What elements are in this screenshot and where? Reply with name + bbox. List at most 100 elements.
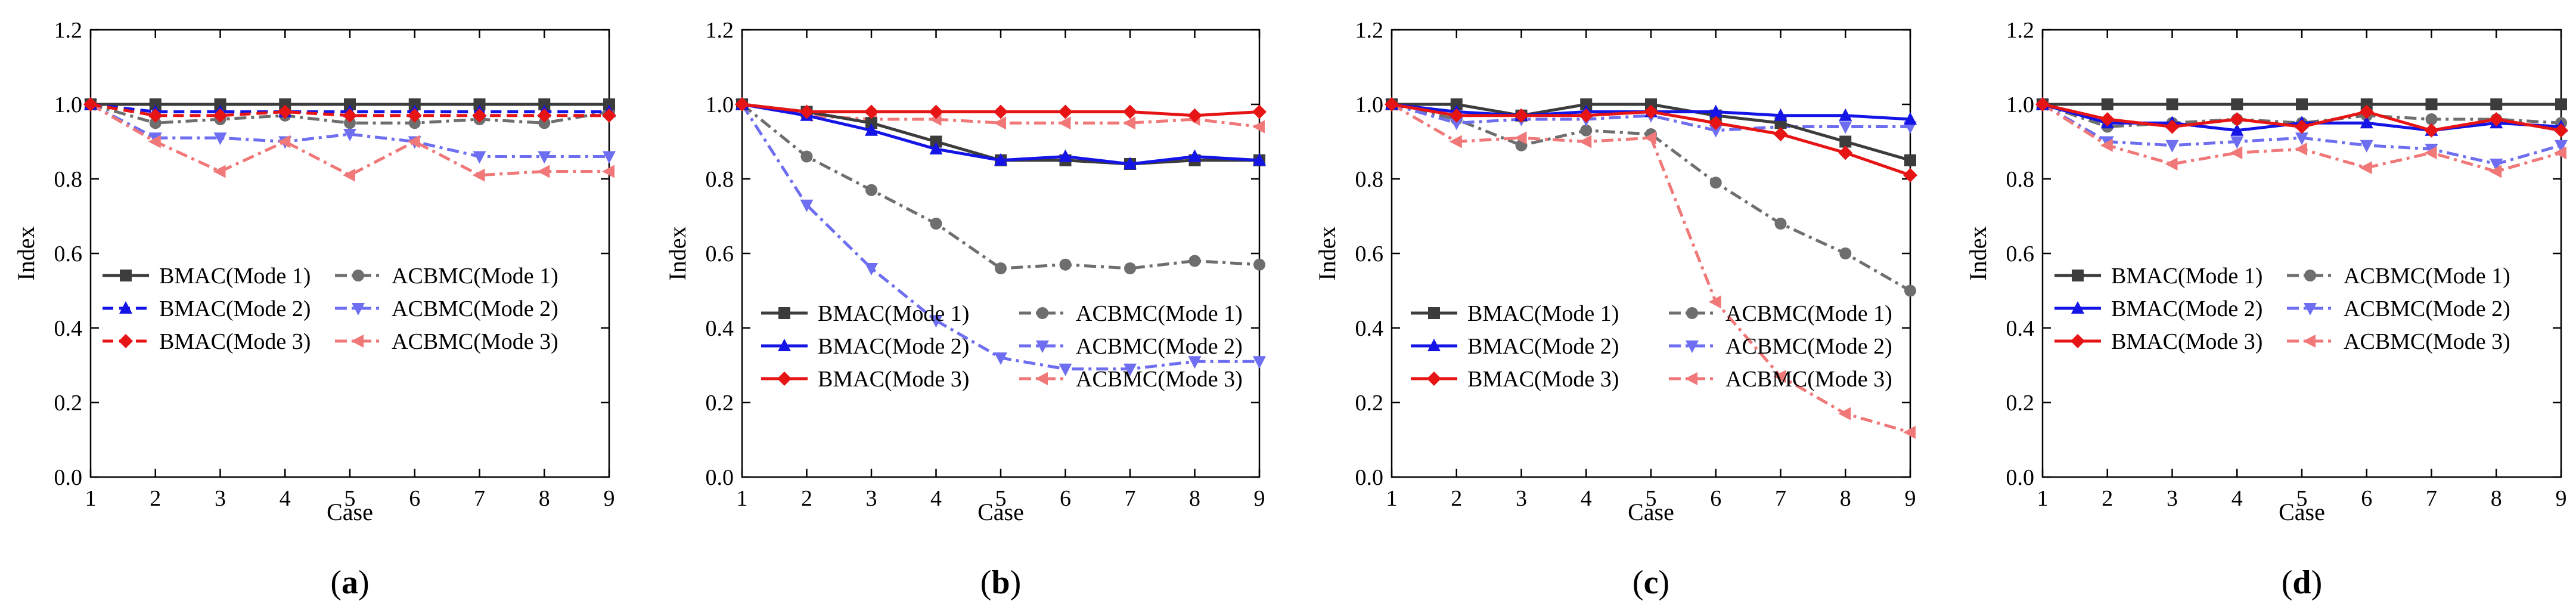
legend-label: ACBMC(Mode 2) <box>1076 334 1243 359</box>
legend-swatch-marker <box>2071 334 2085 348</box>
y-tick-label: 0.4 <box>1355 316 1384 341</box>
legend-swatch-marker <box>1428 307 1440 319</box>
legend-item: BMAC(Mode 2) <box>761 334 969 359</box>
data-point <box>1058 116 1071 130</box>
data-point <box>1123 157 1137 169</box>
legend-item: ACBMC(Mode 1) <box>1019 301 1243 326</box>
x-tick-label: 8 <box>1840 486 1851 511</box>
legend-swatch-marker <box>1686 340 1699 353</box>
series-line <box>740 103 1259 371</box>
x-axis-title: Case <box>977 499 1024 525</box>
legend-label: BMAC(Mode 3) <box>1467 367 1619 392</box>
data-point <box>1904 154 1916 166</box>
y-tick-label: 0.6 <box>54 242 83 267</box>
data-point <box>1904 112 1917 125</box>
data-point <box>1450 98 1463 110</box>
y-tick-label: 0.8 <box>706 167 734 192</box>
y-tick-label: 0.0 <box>54 465 83 490</box>
data-point <box>149 98 162 110</box>
legend-item: BMAC(Mode 2) <box>2054 296 2262 321</box>
data-point <box>1773 127 1788 141</box>
y-tick-label: 1.2 <box>706 18 734 43</box>
data-point <box>1580 98 1593 110</box>
legend-label: BMAC(Mode 2) <box>1467 334 1619 359</box>
x-tick-label: 9 <box>1254 486 1265 511</box>
data-point <box>2360 116 2373 129</box>
data-point <box>1645 98 1657 110</box>
data-point <box>2100 138 2113 152</box>
data-point <box>1058 104 1073 119</box>
data-point <box>2359 161 2372 175</box>
panel-label: (d) <box>2282 564 2322 601</box>
plot-frame <box>741 29 1261 478</box>
y-tick-label: 1.2 <box>2006 18 2035 43</box>
data-point <box>994 352 1007 365</box>
legend-swatch-marker <box>352 303 365 315</box>
data-point <box>213 165 226 178</box>
data-point <box>2554 146 2566 160</box>
y-tick-label: 0.2 <box>54 391 83 416</box>
y-tick-label: 0.4 <box>706 316 734 341</box>
legend-swatch-marker <box>2303 335 2316 348</box>
data-point <box>2035 97 2050 112</box>
data-point <box>1773 370 1786 383</box>
series-bmac-mode-1- <box>2037 98 2567 110</box>
data-point <box>1514 108 1529 123</box>
data-point <box>995 262 1007 274</box>
legend-label: BMAC(Mode 1) <box>2111 264 2262 289</box>
legend-item: BMAC(Mode 2) <box>1411 334 1619 359</box>
legend-item: ACBMC(Mode 2) <box>2287 296 2510 321</box>
data-point <box>2554 123 2568 138</box>
data-point <box>538 98 551 110</box>
legend-label: BMAC(Mode 3) <box>159 329 311 354</box>
plot-frame <box>1391 29 1911 478</box>
y-tick-label: 0.2 <box>1355 391 1384 416</box>
data-point <box>1253 153 1266 166</box>
x-tick-label: 9 <box>1905 486 1916 511</box>
data-point <box>602 108 616 123</box>
x-tick-label: 4 <box>930 486 942 511</box>
x-tick-label: 1 <box>85 486 97 511</box>
legend: BMAC(Mode 1) BMAC(Mode 2) BMAC(Mode 3) ACBM… <box>103 264 558 354</box>
y-tick-label: 0.8 <box>2006 167 2035 192</box>
data-point <box>537 165 550 178</box>
legend-item: BMAC(Mode 1) <box>2054 264 2262 289</box>
legend-item: ACBMC(Mode 1) <box>2287 264 2510 289</box>
legend-label: ACBMC(Mode 2) <box>1725 334 1892 359</box>
legend-label: ACBMC(Mode 3) <box>392 329 558 354</box>
data-point <box>473 98 486 110</box>
data-point <box>2295 132 2308 146</box>
data-point <box>994 153 1007 166</box>
legend-label: ACBMC(Mode 1) <box>2344 264 2510 289</box>
legend-swatch-marker <box>120 270 132 281</box>
data-point <box>1252 104 1267 119</box>
legend-item: BMAC(Mode 1) <box>103 264 311 289</box>
data-point <box>2101 98 2113 110</box>
x-tick-label: 2 <box>1451 486 1462 511</box>
legend-label: ACBMC(Mode 3) <box>2344 329 2510 354</box>
data-point <box>929 104 944 119</box>
legend-swatch-marker <box>1036 340 1049 353</box>
data-point <box>1904 284 1916 297</box>
plot-frame <box>2041 29 2562 478</box>
data-point <box>344 117 356 129</box>
data-point <box>1838 407 1851 420</box>
data-point <box>1580 124 1593 137</box>
data-point <box>538 151 551 164</box>
x-axis-title: Case <box>2279 499 2325 525</box>
data-point <box>213 108 228 123</box>
series-line <box>89 103 609 158</box>
data-point <box>1059 258 1072 271</box>
data-point <box>2166 98 2178 110</box>
legend-swatch-marker <box>2072 270 2084 281</box>
y-axis-title: Index <box>664 226 691 280</box>
data-point <box>929 142 943 154</box>
chart-panel-d: 0.0 0.2 0.4 0.6 0.8 1.0 1.2 1 2 3 4 5 6 7 8 9 Case Index B… <box>1964 18 2568 601</box>
legend-label: ACBMC(Mode 1) <box>392 264 558 289</box>
data-point <box>2424 146 2437 160</box>
data-point <box>1188 149 1202 162</box>
data-point <box>538 117 551 129</box>
legend-swatch-marker <box>778 307 790 319</box>
y-tick-label: 0.0 <box>2006 465 2035 490</box>
data-point <box>343 108 357 123</box>
